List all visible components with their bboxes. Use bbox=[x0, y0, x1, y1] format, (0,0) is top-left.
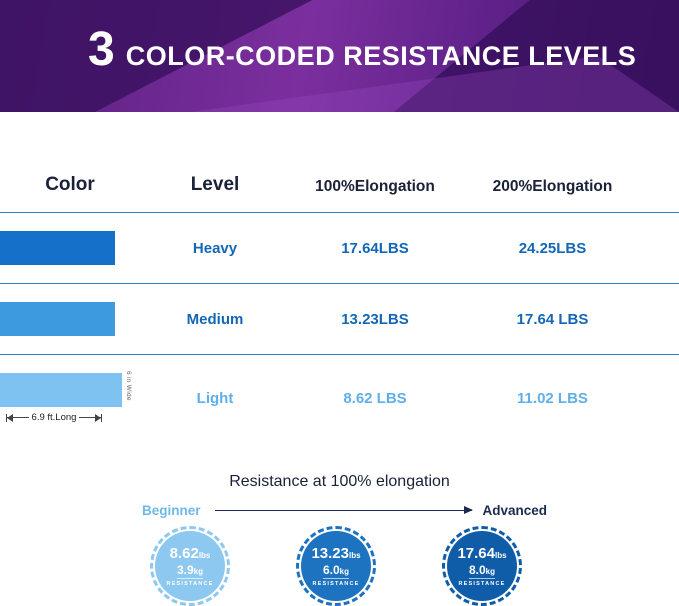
badge-kg-value: 3.9kg bbox=[176, 562, 204, 579]
badge-caption: RESISTANCE bbox=[166, 580, 214, 587]
kg-unit: kg bbox=[339, 566, 350, 576]
color-cell-medium bbox=[0, 284, 140, 354]
badge-circle: 8.62lbs 3.9kg RESISTANCE bbox=[155, 531, 225, 601]
banner-title-text: COLOR-CODED RESISTANCE LEVELS bbox=[125, 41, 637, 71]
dimension-tick bbox=[6, 413, 7, 422]
dimension-tick bbox=[101, 413, 102, 422]
resistance-badge-light: 8.62lbs 3.9kg RESISTANCE bbox=[150, 526, 230, 606]
header-color: Color bbox=[45, 174, 95, 195]
level-label-heavy: Heavy bbox=[192, 239, 238, 257]
badge-lbs-value: 8.62lbs bbox=[170, 545, 211, 563]
badge-circle: 13.23lbs 6.0kg RESISTANCE bbox=[301, 531, 371, 601]
header-100-elongation: 100%Elongation bbox=[315, 178, 435, 195]
value-100-medium: 13.23LBS bbox=[341, 310, 409, 328]
lbs-number: 13.23 bbox=[311, 544, 349, 562]
banner-number: 3 bbox=[88, 23, 115, 76]
title-banner: 3 COLOR-CODED RESISTANCE LEVELS bbox=[0, 0, 679, 112]
lbs-number: 17.64 bbox=[457, 544, 495, 562]
separator-line bbox=[0, 354, 679, 355]
resistance-scale: Resistance at 100% elongation Beginner A… bbox=[0, 473, 679, 606]
kg-number: 3.9 bbox=[176, 562, 194, 577]
lbs-unit: lbs bbox=[348, 550, 361, 560]
kg-number: 8.0 bbox=[468, 562, 486, 577]
lbs-unit: lbs bbox=[198, 550, 211, 560]
band-length-dimension: 6.9 ft.Long bbox=[6, 412, 102, 423]
beginner-advanced-scale: Beginner Advanced bbox=[0, 491, 679, 518]
kg-unit: kg bbox=[193, 566, 204, 576]
resistance-badges: 8.62lbs 3.9kg RESISTANCE 13.23lbs 6.0kg … bbox=[150, 526, 522, 606]
color-cell-light: 6 in Wide 6.9 ft.Long bbox=[0, 355, 140, 441]
header-level: Level bbox=[190, 174, 240, 195]
kg-number: 6.0 bbox=[322, 562, 340, 577]
header-200-elongation: 200%Elongation bbox=[492, 178, 613, 195]
badge-lbs-value: 13.23lbs bbox=[311, 545, 360, 563]
right-arrow-icon bbox=[214, 506, 474, 513]
level-label-medium: Medium bbox=[186, 310, 244, 328]
value-100-heavy: 17.64LBS bbox=[341, 239, 409, 257]
banner-title: 3 COLOR-CODED RESISTANCE LEVELS bbox=[0, 0, 679, 74]
resistance-badge-medium: 13.23lbs 6.0kg RESISTANCE bbox=[296, 526, 376, 606]
band-width-label: 6 in Wide bbox=[125, 371, 132, 401]
beginner-label: Beginner bbox=[142, 503, 201, 518]
dimension-arrow-right bbox=[79, 413, 101, 422]
table-row-medium: Medium 13.23LBS 17.64 LBS bbox=[0, 284, 679, 354]
badge-circle: 17.64lbs 8.0kg RESISTANCE bbox=[447, 531, 517, 601]
resistance-badge-heavy: 17.64lbs 8.0kg RESISTANCE bbox=[442, 526, 522, 606]
color-bar-medium bbox=[0, 302, 115, 336]
table-row-heavy: Heavy 17.64LBS 24.25LBS bbox=[0, 213, 679, 283]
color-bar-heavy bbox=[0, 231, 115, 265]
badge-caption: RESISTANCE bbox=[312, 580, 360, 587]
badge-kg-value: 6.0kg bbox=[322, 562, 350, 579]
separator-line bbox=[0, 283, 679, 284]
kg-unit: kg bbox=[485, 566, 496, 576]
value-100-light: 8.62 LBS bbox=[343, 389, 407, 407]
dimension-arrow-left bbox=[6, 413, 29, 422]
resistance-table: Color Level 100%Elongation 200%Elongatio… bbox=[0, 112, 679, 441]
color-cell-heavy bbox=[0, 213, 140, 283]
badge-lbs-value: 17.64lbs bbox=[457, 545, 506, 563]
separator-line bbox=[0, 212, 679, 213]
lbs-unit: lbs bbox=[494, 550, 507, 560]
value-200-light: 11.02 LBS bbox=[517, 389, 588, 407]
table-header-row: Color Level 100%Elongation 200%Elongatio… bbox=[0, 112, 679, 212]
color-bar-light bbox=[0, 373, 122, 407]
value-200-medium: 17.64 LBS bbox=[516, 310, 589, 328]
advanced-label: Advanced bbox=[482, 503, 547, 518]
value-200-heavy: 24.25LBS bbox=[518, 239, 587, 257]
level-label-light: Light bbox=[196, 389, 234, 407]
badge-caption: RESISTANCE bbox=[458, 580, 506, 587]
table-row-light: 6 in Wide 6.9 ft.Long Light 8.62 LBS 11.… bbox=[0, 355, 679, 441]
badge-kg-value: 8.0kg bbox=[468, 562, 496, 579]
lbs-number: 8.62 bbox=[169, 544, 199, 562]
scale-title: Resistance at 100% elongation bbox=[229, 473, 450, 490]
band-length-label: 6.9 ft.Long bbox=[31, 412, 77, 423]
